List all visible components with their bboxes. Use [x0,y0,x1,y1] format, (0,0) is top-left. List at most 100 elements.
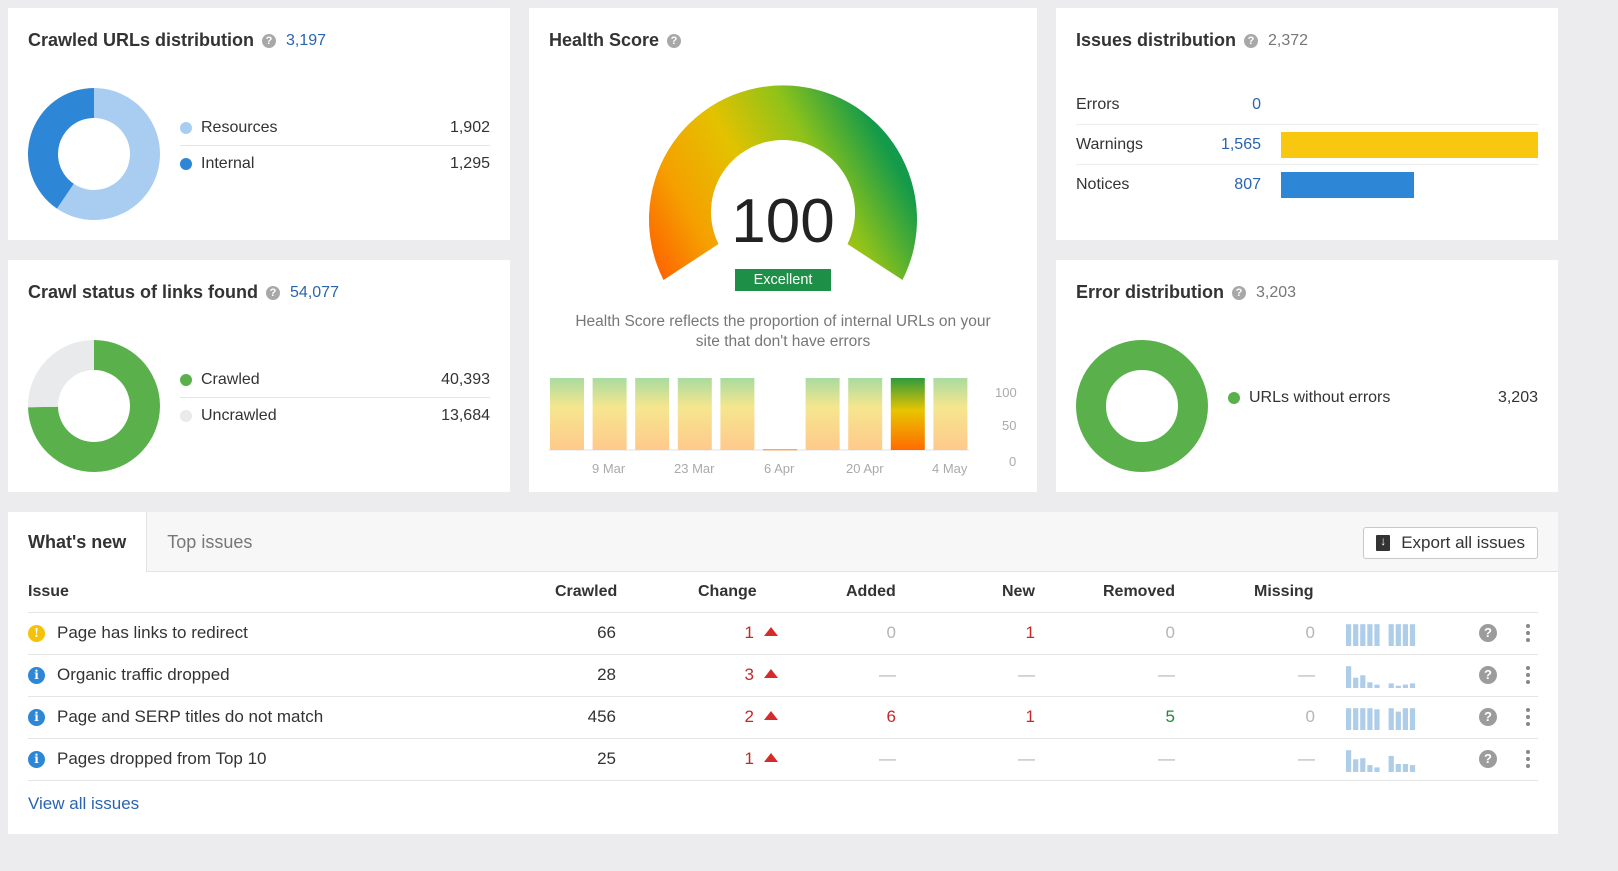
crawled-value[interactable]: 456 [587,707,616,726]
col-missing[interactable]: Missing [1254,583,1314,600]
trend-sparkline[interactable] [1346,706,1418,730]
legend-row-uncrawled[interactable]: Uncrawled 13,684 [180,398,490,433]
more-options-icon[interactable] [1526,708,1530,726]
help-icon[interactable]: ? [667,33,682,48]
help-icon[interactable]: ? [1479,666,1497,684]
tab-top-issues[interactable]: Top issues [167,532,253,552]
crawl-status-total[interactable]: 54,077 [290,283,339,301]
more-options-icon[interactable] [1526,750,1530,768]
history-bar[interactable] [677,378,712,450]
legend-label: URLs without errors [1249,388,1391,406]
change-value[interactable]: 3 [745,654,778,696]
dist-row-warnings[interactable]: Warnings 1,565 [1076,125,1538,165]
missing-value[interactable]: 0 [1305,707,1315,726]
sparkline-bar [1353,624,1359,646]
tab-whats-new[interactable]: What's new [8,512,148,572]
table-row[interactable]: ! Page has links to redirect 66 1 0 1 0 0? [28,612,1538,655]
history-bar[interactable] [635,378,670,450]
removed-value[interactable]: — [1158,749,1175,768]
donut-slice[interactable] [27,88,95,209]
help-icon[interactable]: ? [1244,33,1259,48]
donut-slice[interactable] [1076,340,1208,472]
history-bar[interactable] [550,378,584,450]
history-bar[interactable] [805,378,840,450]
history-bar[interactable] [933,378,968,450]
history-bar[interactable] [848,378,883,450]
health-score-title: Health Score [549,30,660,50]
donut-slice[interactable] [28,340,160,472]
dist-value[interactable]: 0 [1252,95,1261,113]
issue-name[interactable]: Page has links to redirect [57,623,248,642]
more-options-icon[interactable] [1526,666,1530,684]
help-icon[interactable]: ? [266,285,281,300]
missing-value[interactable]: — [1298,665,1315,684]
col-issue[interactable]: Issue [28,583,69,600]
issue-name[interactable]: Page and SERP titles do not match [57,707,324,726]
sparkline-bar [1360,758,1366,772]
dist-value[interactable]: 1,565 [1220,135,1261,153]
description-line-2: site that don't have errors [695,333,871,350]
removed-value[interactable]: — [1158,665,1175,684]
crawled-urls-total[interactable]: 3,197 [286,31,327,49]
crawled-value[interactable]: 28 [597,665,616,684]
description-line-1: Health Score reflects the proportion of … [575,313,991,330]
legend-row-resources[interactable]: Resources 1,902 [180,111,490,146]
legend-row-internal[interactable]: Internal 1,295 [180,146,490,181]
trend-sparkline[interactable] [1346,664,1418,688]
history-bar[interactable] [592,378,627,450]
dist-row-notices[interactable]: Notices 807 [1076,165,1538,205]
col-added[interactable]: Added [846,583,896,600]
new-value[interactable]: 1 [1025,707,1035,726]
crawled-value[interactable]: 66 [597,623,616,642]
added-value[interactable]: — [879,665,896,684]
table-row[interactable]: i Page and SERP titles do not match 456 2 6 1… [28,696,1538,739]
issue-name[interactable]: Pages dropped from Top 10 [57,749,267,768]
crawled-value[interactable]: 25 [597,749,616,768]
view-all-issues-link[interactable]: View all issues [28,794,140,813]
new-value[interactable]: 1 [1025,623,1035,642]
help-icon[interactable]: ? [262,33,277,48]
dist-row-errors[interactable]: Errors 0 [1076,85,1538,125]
missing-value[interactable]: 0 [1305,623,1315,642]
arrow-up-icon [764,711,778,720]
crawl-status-legend: Crawled 40,393 Uncrawled 13,684 [180,363,490,433]
missing-value[interactable]: — [1298,749,1315,768]
donut-slice[interactable] [56,88,160,220]
change-value[interactable]: 1 [745,738,778,780]
trend-sparkline[interactable] [1346,748,1418,772]
removed-value[interactable]: 0 [1165,623,1175,642]
more-options-icon[interactable] [1526,624,1530,642]
sparkline-bar [1395,685,1401,688]
error-distribution-card: Error distribution ? 3,203 URLs without … [1056,260,1558,492]
new-value[interactable]: — [1018,665,1035,684]
sparkline-bar [1388,755,1394,772]
added-value[interactable]: 6 [886,707,896,726]
col-crawled[interactable]: Crawled [555,583,618,600]
added-value[interactable]: — [879,749,896,768]
new-value[interactable]: — [1018,749,1035,768]
history-bar[interactable] [720,378,755,450]
dist-value[interactable]: 807 [1234,176,1261,193]
legend-row-urls-without-errors[interactable]: URLs without errors 3,203 [1228,380,1538,415]
help-icon[interactable]: ? [1479,624,1497,642]
export-all-issues-button[interactable]: Export all issues [1363,527,1538,559]
col-new[interactable]: New [1002,583,1035,600]
donut-slice[interactable] [28,340,94,408]
health-gauge [649,85,917,280]
change-value[interactable]: 2 [745,696,778,738]
legend-row-crawled[interactable]: Crawled 40,393 [180,363,490,398]
col-change[interactable]: Change [698,583,757,600]
history-bar[interactable] [763,449,797,451]
added-value[interactable]: 0 [886,623,896,642]
help-icon[interactable]: ? [1479,750,1497,768]
col-removed[interactable]: Removed [1103,583,1176,600]
change-value[interactable]: 1 [745,612,778,654]
removed-value[interactable]: 5 [1165,707,1175,726]
help-icon[interactable]: ? [1479,708,1497,726]
table-row[interactable]: i Pages dropped from Top 10 25 1 — — — —? [28,738,1538,781]
issue-name[interactable]: Organic traffic dropped [57,665,230,684]
trend-sparkline[interactable] [1346,622,1418,646]
table-row[interactable]: i Organic traffic dropped 28 3 — — — —? [28,654,1538,697]
history-bar[interactable] [890,378,925,450]
help-icon[interactable]: ? [1232,285,1246,300]
